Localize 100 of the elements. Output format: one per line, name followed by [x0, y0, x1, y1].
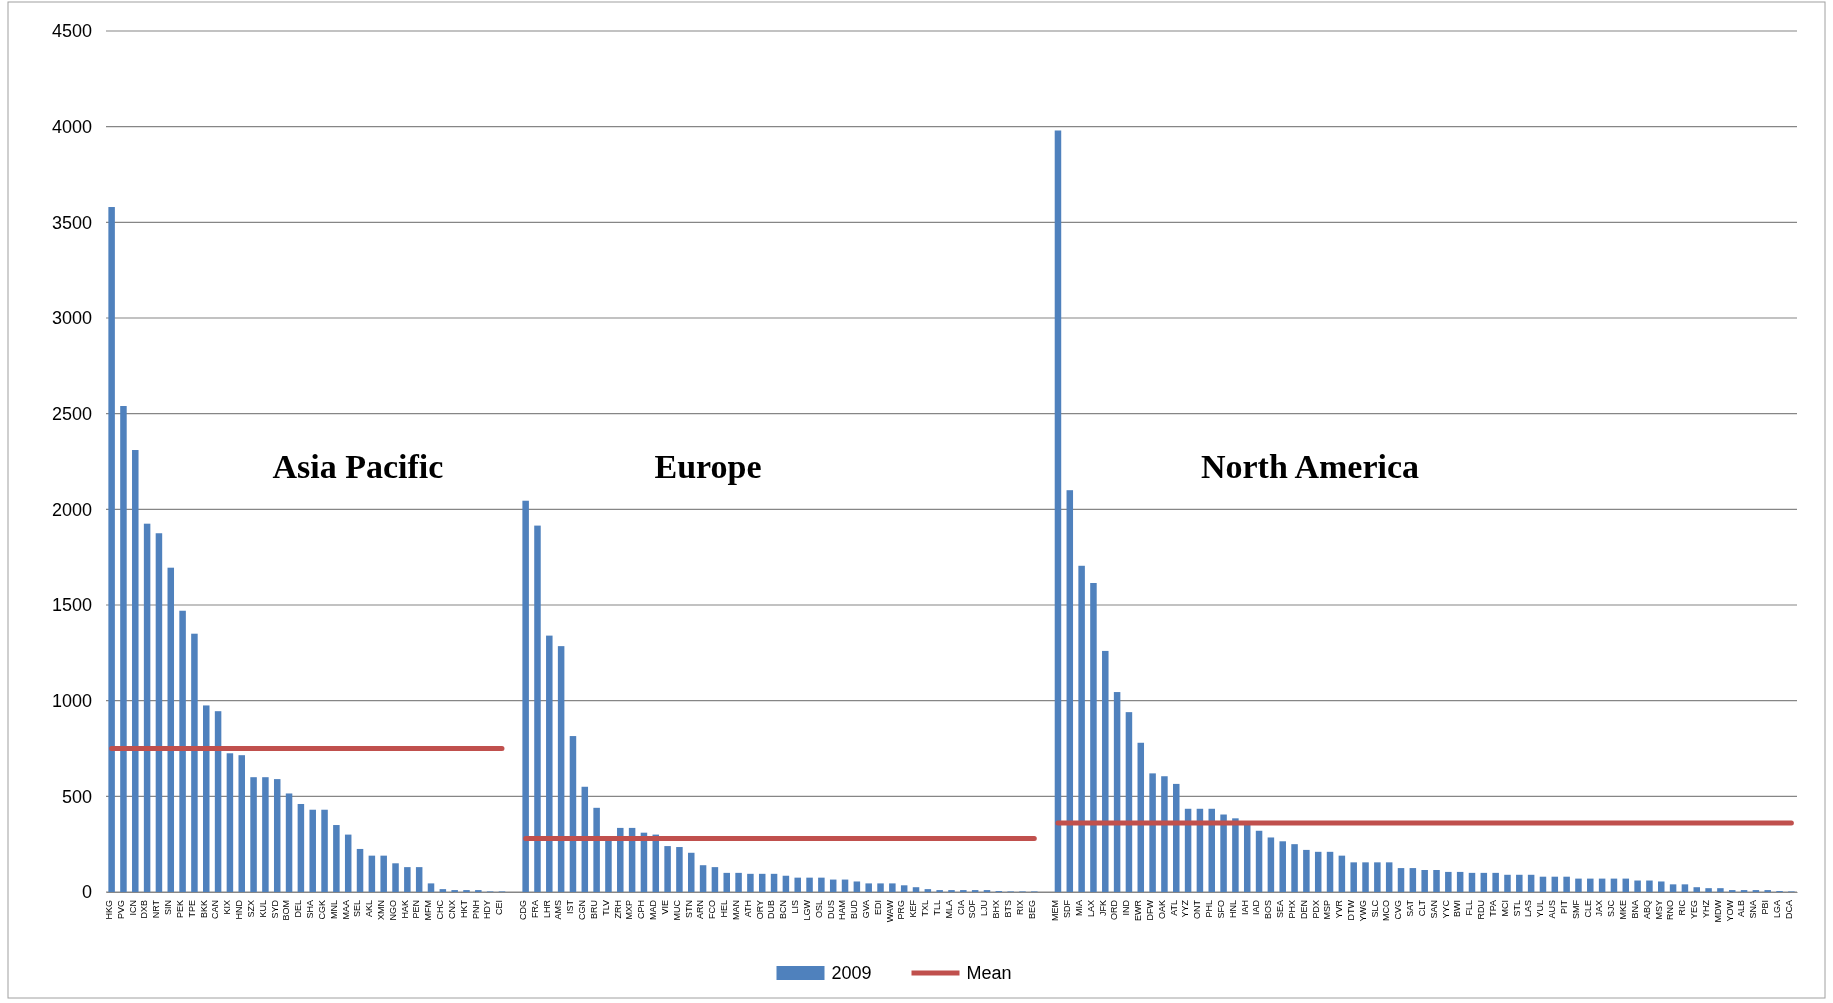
x-tick-label: CHC [435, 899, 446, 920]
x-tick-label: ABQ [1641, 900, 1652, 920]
bar [1397, 868, 1405, 892]
x-tick-label: SHA [305, 900, 316, 919]
bar [1587, 878, 1594, 892]
x-tick-label: LIS [790, 900, 801, 914]
bar [120, 406, 127, 892]
x-tick-label: ICN [127, 900, 138, 916]
bar [889, 883, 896, 892]
x-tick-label: BTS [1002, 900, 1013, 918]
x-tick-label: AMS [553, 900, 564, 920]
x-tick-label: WAW [884, 899, 895, 923]
bar [1421, 870, 1428, 892]
bar [853, 881, 861, 892]
x-tick-label: MAA [340, 900, 351, 920]
x-tick-label: SAT [1405, 899, 1416, 917]
bar [1326, 851, 1334, 892]
x-tick-label: DUS [825, 900, 836, 920]
x-tick-label: IAH [1239, 900, 1250, 916]
x-tick-label: CVG [1393, 900, 1404, 920]
bar [1658, 881, 1665, 892]
bar [262, 777, 269, 892]
x-tick-label: ATL [1168, 900, 1179, 916]
bar [1575, 878, 1582, 892]
annotation: Europe [654, 448, 762, 485]
bar [1350, 862, 1357, 892]
bar [1681, 884, 1689, 892]
bar [203, 705, 210, 892]
x-tick-label: IAD [1251, 899, 1262, 916]
bar [179, 610, 186, 892]
x-tick-label: CIA [955, 900, 966, 916]
y-tick-label: 3500 [51, 212, 92, 233]
x-tick-label: BWI [1452, 900, 1463, 917]
x-tick-label: SDF [1062, 899, 1073, 918]
x-tick-label: MSY [1653, 900, 1664, 920]
x-tick-label: YWG [1357, 900, 1368, 922]
x-tick-label: OSL [813, 900, 824, 919]
bar [557, 646, 565, 892]
x-tick-label: HKT [458, 899, 469, 918]
bar [1646, 880, 1653, 892]
x-tick-label: MNL [328, 900, 339, 920]
x-tick-label: DCA [1783, 900, 1794, 920]
x-tick-label: PDX [1310, 900, 1321, 919]
x-tick-label: BKK [198, 900, 209, 919]
x-tick-label: MAD [648, 899, 659, 920]
bar [1338, 855, 1346, 892]
bar [806, 877, 813, 892]
x-tick-label: DFW [1144, 899, 1155, 921]
x-tick-label: CLE [1582, 900, 1593, 918]
x-tick-label: MLA [943, 900, 954, 919]
bar [546, 635, 553, 892]
x-tick-label: SEL [352, 900, 363, 918]
x-tick-label: ZRH [612, 900, 623, 919]
x-tick-label: MEM [1050, 900, 1061, 921]
x-tick-label: PRG [896, 900, 907, 920]
bar [1456, 871, 1464, 892]
x-tick-label: CGN [577, 900, 588, 920]
x-tick-label: PVG [115, 900, 126, 920]
x-tick-label: LGW [801, 899, 812, 921]
bar [1291, 844, 1298, 892]
bar [1102, 650, 1109, 892]
x-tick-label: IST [565, 899, 576, 915]
bar [1078, 565, 1085, 892]
bar [1492, 872, 1499, 892]
x-tick-label: AUS [1547, 900, 1558, 919]
x-tick-label: BUD [849, 899, 860, 920]
x-tick-label: CGK [316, 900, 327, 920]
y-tick-label: 4000 [51, 116, 92, 137]
x-tick-label: SLC [1369, 899, 1380, 918]
x-tick-label: DTW [1346, 899, 1356, 921]
bar [285, 793, 293, 892]
x-tick-label: SJC [1606, 899, 1617, 918]
x-tick-label: YHZ [1700, 899, 1711, 918]
bar [1634, 880, 1641, 892]
bar [321, 809, 328, 892]
x-tick-label: GVA [860, 900, 871, 919]
x-tick-label: CPH [636, 900, 647, 920]
x-tick-label: ORD [1109, 899, 1120, 920]
bar [273, 779, 281, 892]
x-tick-label: STN [683, 900, 694, 918]
bar [534, 525, 541, 892]
x-tick-label: CEI [494, 900, 505, 916]
bar [1303, 849, 1310, 892]
bar [250, 777, 257, 892]
x-tick-label: PNH [470, 900, 481, 920]
x-tick-label: DUB [766, 900, 777, 920]
bar [1232, 818, 1239, 892]
bar [1054, 130, 1062, 892]
bar [415, 867, 423, 892]
y-tick-label: 500 [61, 786, 92, 807]
x-tick-label: LJU [979, 900, 990, 917]
bar [191, 633, 198, 892]
bar [711, 867, 719, 892]
bar [522, 500, 529, 892]
bar [912, 887, 920, 892]
x-tick-label: FCO [707, 900, 718, 919]
x-tick-label: SOF [967, 899, 978, 919]
bar [664, 846, 671, 892]
x-tick-label: RDU [1476, 900, 1487, 920]
bar [1622, 878, 1630, 892]
